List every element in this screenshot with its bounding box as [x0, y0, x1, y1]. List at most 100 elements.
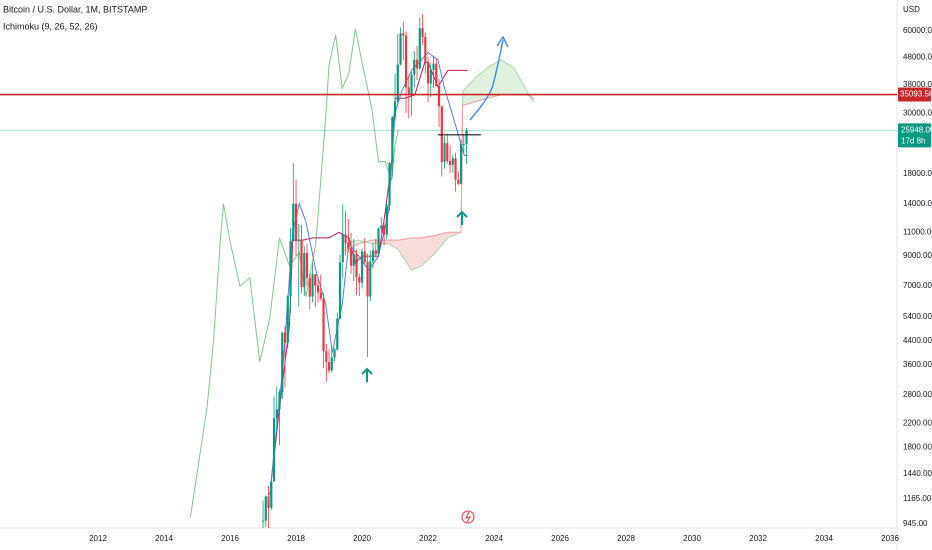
candle-body	[275, 409, 278, 419]
candle-body	[311, 274, 314, 297]
candle-body	[270, 481, 273, 508]
candle-body	[366, 262, 369, 297]
candle-body	[440, 106, 443, 162]
candle-body	[316, 285, 320, 293]
candle-body	[407, 87, 410, 95]
y-tick-label: 60000.00	[903, 26, 932, 35]
cloud-segment	[500, 59, 514, 95]
x-tick-label: 2028	[617, 534, 635, 543]
y-tick-label: 7000.00	[903, 281, 932, 290]
cloud-segment	[388, 240, 399, 250]
candle-body	[377, 228, 380, 255]
y-tick-label: 48000.00	[903, 52, 932, 61]
candle-body	[462, 143, 465, 145]
forecast-arrow	[469, 39, 504, 121]
cloud-segment	[434, 232, 448, 254]
candle-body	[399, 33, 402, 65]
candle-body	[303, 253, 306, 288]
candle-body	[358, 276, 361, 283]
y-tick-label: 2800.00	[903, 390, 932, 399]
candle-body	[432, 63, 435, 70]
level-label-box	[898, 87, 931, 102]
candle-body	[341, 234, 344, 263]
x-tick-label: 2018	[287, 534, 305, 543]
candle-body	[429, 69, 432, 84]
candle-body	[314, 274, 317, 286]
candle-body	[352, 254, 355, 266]
event-icon-bolt	[465, 511, 472, 523]
indicator-label: Ichimoku (9, 26, 52, 26)	[3, 21, 98, 31]
candle-body	[333, 349, 336, 358]
candle-body	[382, 225, 386, 235]
candle-body	[391, 117, 394, 164]
candle-body	[322, 298, 325, 352]
price-countdown: 17d 8h	[901, 137, 925, 146]
candle-body	[267, 496, 270, 508]
candle-body	[347, 242, 350, 249]
candle-body	[300, 240, 303, 288]
cloud-segment	[421, 235, 435, 266]
candle-body	[360, 251, 364, 283]
candle-body	[421, 28, 424, 37]
y-tick-label: 11000.00	[903, 227, 932, 236]
candle-body	[330, 357, 333, 371]
y-tick-label: 945.00	[903, 519, 928, 528]
x-tick-label: 2034	[815, 534, 833, 543]
candle-body	[327, 362, 331, 371]
candle-body	[349, 248, 353, 266]
candle-body	[286, 295, 289, 343]
candle-body	[363, 251, 366, 263]
indicator-line	[189, 28, 399, 518]
candle-body	[344, 234, 347, 243]
candle-body	[418, 28, 421, 69]
candle-body	[437, 86, 441, 107]
candle-body	[292, 203, 295, 242]
candle-body	[297, 240, 300, 242]
candle-body	[264, 496, 267, 521]
candle-body	[305, 253, 309, 278]
candle-body	[465, 130, 468, 144]
x-tick-label: 2032	[749, 534, 767, 543]
candle-body	[289, 241, 292, 296]
x-tick-label: 2016	[221, 534, 239, 543]
candle-body	[283, 332, 287, 343]
y-tick-label: 18000.00	[903, 169, 932, 178]
candle-body	[294, 203, 298, 242]
candle-body	[402, 33, 405, 36]
candle-body	[426, 61, 430, 84]
candle-body	[451, 158, 454, 165]
candle-body	[319, 292, 322, 299]
candle-body	[336, 318, 339, 350]
cloud-segment	[462, 79, 475, 106]
candle-body	[415, 59, 419, 69]
candle-body	[371, 250, 375, 262]
candle-body	[443, 143, 446, 162]
cloud-segment	[398, 237, 412, 271]
candle-body	[446, 143, 449, 162]
candle-body	[448, 161, 452, 165]
level-label: 35093.56	[900, 90, 932, 99]
candle-body	[272, 418, 276, 482]
candle-body	[413, 59, 416, 75]
candle-body	[435, 63, 438, 87]
candle-body	[369, 261, 372, 297]
candle-body	[388, 163, 391, 206]
x-tick-label: 2036	[881, 534, 899, 543]
y-tick-label: 3600.00	[903, 360, 932, 369]
y-tick-label: 5400.00	[903, 312, 932, 321]
candle-body	[424, 36, 427, 62]
candle-body	[380, 225, 383, 229]
chart-title: Bitcoin / U.S. Dollar, 1M, BITSTAMP	[3, 4, 147, 14]
candle-body	[454, 158, 457, 180]
y-tick-label: 9000.00	[903, 251, 932, 260]
price-label-box	[898, 123, 931, 148]
candle-body	[308, 277, 311, 297]
candle-body	[261, 520, 265, 522]
candle-body	[278, 391, 281, 410]
x-tick-label: 2026	[551, 534, 569, 543]
y-tick-label: 14000.00	[903, 199, 932, 208]
y-unit: USD	[903, 5, 920, 14]
cloud-edge	[342, 59, 535, 271]
candle-body	[338, 262, 342, 319]
